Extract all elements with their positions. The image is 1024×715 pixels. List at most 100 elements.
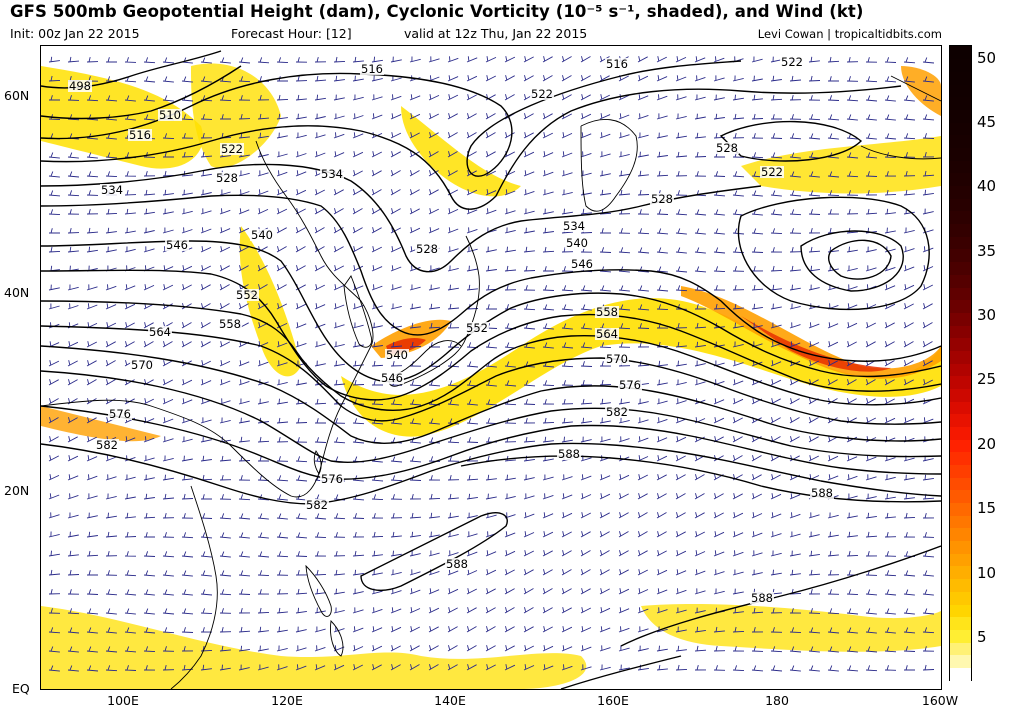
wind-barb [105,152,118,159]
wind-barb [618,512,629,519]
wind-barb [428,56,440,63]
wind-barb [675,550,687,557]
wind-barb [770,322,782,329]
wind-barb [276,379,288,386]
wind-barb [238,303,249,310]
wind-barb [808,436,819,443]
coastline-japan [388,235,480,387]
wind-barb [789,265,801,272]
wind-barb [295,75,308,82]
wind-barb [713,626,725,633]
wind-barb [808,114,821,121]
wind-barb [276,94,289,101]
wind-barb [827,360,838,367]
wind-barb [352,379,365,386]
contour-label-bg [570,258,594,270]
wind-barb [390,151,401,158]
contour-label: 552 [236,288,258,302]
wind-barb [808,171,820,178]
wind-barb [200,532,213,539]
wind-barb [789,246,802,253]
wind-barb [314,645,326,652]
wind-barb [143,322,154,329]
wind-barb [371,189,382,196]
wind-barb [200,645,213,652]
wind-barb [827,589,840,595]
wind-barb [143,646,156,653]
wind-barb [447,246,459,253]
wind-barb [48,246,61,253]
wind-barb [409,531,421,538]
wind-barb [409,322,421,329]
wind-barb [922,284,934,291]
wind-barb [238,227,250,234]
coastline-philippines [305,564,344,657]
wind-barb [751,113,764,120]
contour-label-bg [158,109,182,121]
wind-barb [333,341,345,348]
wind-barb [314,532,327,539]
wind-barb [295,532,308,539]
wind-barb [618,436,630,443]
wind-barb [257,626,269,633]
wind-barb [276,360,288,367]
wind-barb [485,56,497,63]
wind-barb [48,646,60,653]
wind-barb [523,474,535,481]
wind-barb [865,114,877,121]
contour-540 [41,239,941,383]
wind-barb [637,94,649,101]
wind-barb [675,379,687,386]
wind-barb [485,380,497,387]
wind-barb [580,170,592,177]
colorbar-label: 5 [977,628,987,646]
wind-barb [903,284,915,291]
contour-label-bg [100,184,124,196]
wind-barb [618,132,630,139]
wind-barb [694,209,707,216]
wind-barb [238,208,250,215]
wind-barb [390,645,401,652]
colorbar-segment [950,147,971,161]
wind-barb [618,170,630,177]
wind-barb [561,56,572,63]
colorbar-segment [950,350,971,364]
wind-barb [200,513,213,519]
wind-barb [542,132,554,139]
wind-barb [618,607,630,614]
wind-barb [884,208,896,215]
wind-barb [466,437,479,443]
lon-label-120e: 120E [271,693,303,708]
wind-barb [409,113,421,120]
wind-barb [770,550,782,557]
wind-barb [561,342,574,349]
wind-barb [846,208,859,215]
colorbar-label: 50 [977,49,997,67]
contour-label: 546 [381,371,403,385]
wind-barb [86,56,99,63]
wind-barb [618,189,631,196]
wind-barb [903,589,915,596]
wind-barb [675,588,687,595]
wind-barb [808,665,820,672]
wind-barb [504,531,516,538]
wind-barb [732,588,744,595]
wind-barb [789,417,800,424]
wind-barb [523,531,535,538]
wind-barb [238,475,251,481]
wind-barb [466,94,477,101]
wind-barb [238,417,250,424]
wind-barb [732,171,745,178]
wind-barb [884,646,897,653]
wind-barb [618,304,631,311]
wind-barb [561,361,574,368]
wind-barb [238,513,251,520]
wind-barb [732,417,743,424]
wind-barb [922,664,935,671]
wind-barb [238,551,250,558]
wind-barb [713,285,726,291]
wind-barb [162,284,174,291]
wind-barb [865,246,877,253]
colorbar-segment [950,654,971,668]
wind-barb [162,417,174,424]
